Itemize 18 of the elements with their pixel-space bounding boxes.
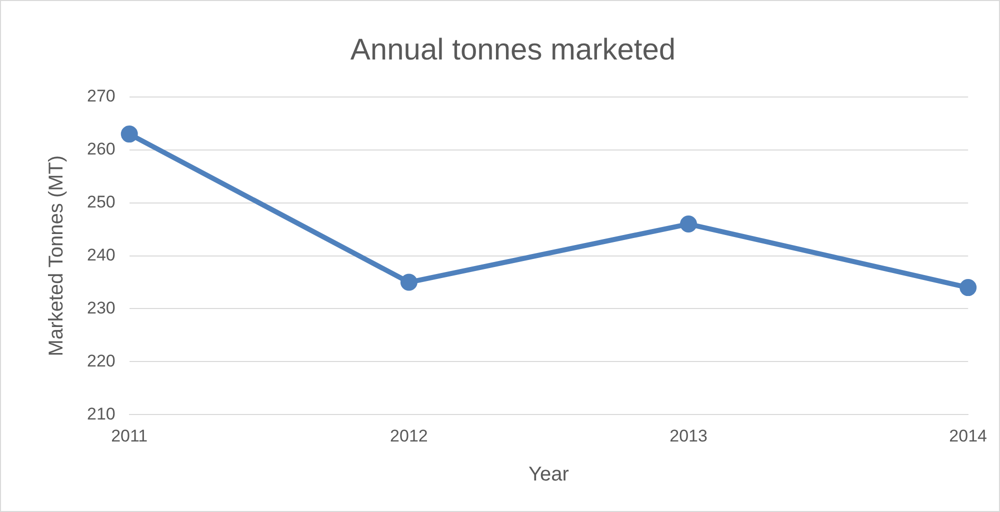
y-tick-label: 230 bbox=[86, 298, 116, 318]
x-axis-title: Year bbox=[528, 464, 570, 486]
point bbox=[680, 216, 698, 233]
y-tick-label: 250 bbox=[86, 192, 116, 212]
y-tick-label: 240 bbox=[86, 245, 116, 264]
y-tick-label: 210 bbox=[86, 404, 116, 424]
x-tick-label: 2011 bbox=[111, 426, 148, 446]
point bbox=[400, 274, 418, 291]
y-tick-label: 220 bbox=[86, 351, 116, 370]
y-axis-title: Marketed Tonnes (MT) bbox=[46, 155, 68, 356]
x-tick-label: 2013 bbox=[670, 426, 708, 446]
chart-title: Annual tonnes marketed bbox=[350, 33, 676, 66]
y-tick-label: 260 bbox=[86, 140, 116, 159]
x-tick-label: 2012 bbox=[390, 426, 428, 446]
y-tick-label: 270 bbox=[86, 86, 116, 106]
point bbox=[960, 279, 977, 296]
point bbox=[120, 126, 138, 143]
x-tick-label: 2014 bbox=[949, 426, 988, 446]
